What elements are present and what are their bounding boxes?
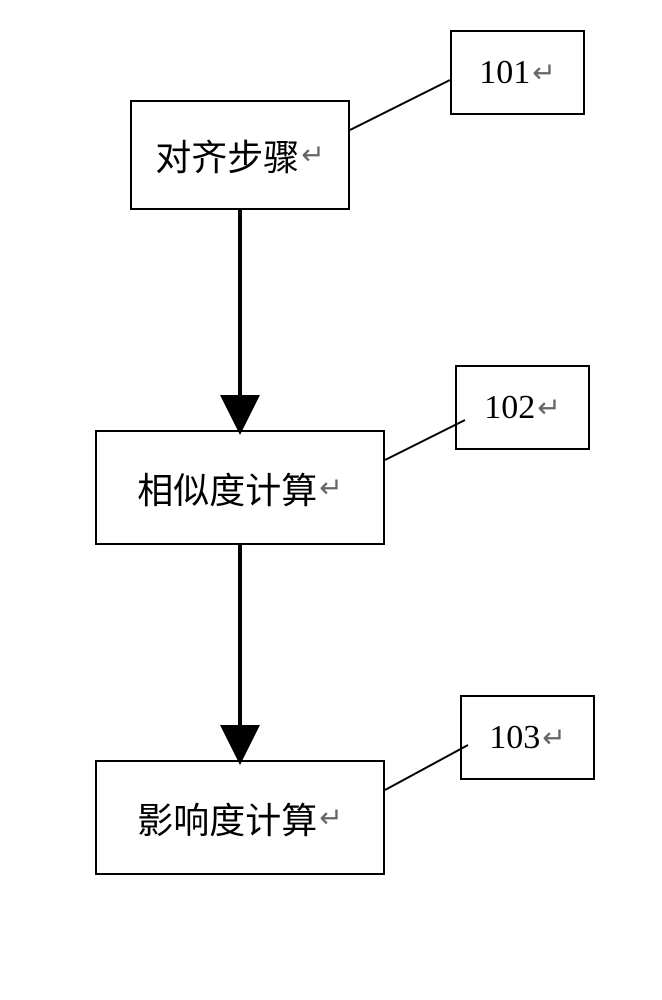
step-label: 相似度计算 bbox=[137, 462, 317, 514]
flowchart-step-3: 影响度计算↵ bbox=[95, 760, 385, 875]
return-mark-icon: ↵ bbox=[542, 721, 565, 755]
step-label: 影响度计算 bbox=[137, 792, 317, 844]
return-mark-icon: ↵ bbox=[319, 801, 342, 835]
flowchart-label-2: 102↵ bbox=[455, 365, 590, 450]
return-mark-icon: ↵ bbox=[301, 138, 324, 172]
return-mark-icon: ↵ bbox=[532, 56, 555, 90]
label-text: 103 bbox=[489, 719, 540, 757]
flowchart-step-2: 相似度计算↵ bbox=[95, 430, 385, 545]
return-mark-icon: ↵ bbox=[537, 391, 560, 425]
step-label: 对齐步骤 bbox=[155, 129, 299, 181]
flowchart-label-1: 101↵ bbox=[450, 30, 585, 115]
label-text: 102 bbox=[484, 389, 535, 427]
connector-line-1 bbox=[350, 80, 450, 130]
return-mark-icon: ↵ bbox=[319, 471, 342, 505]
connector-line-2 bbox=[385, 420, 465, 460]
connector-line-3 bbox=[385, 745, 468, 790]
label-text: 101 bbox=[479, 54, 530, 92]
flowchart-label-3: 103↵ bbox=[460, 695, 595, 780]
flowchart-step-1: 对齐步骤↵ bbox=[130, 100, 350, 210]
